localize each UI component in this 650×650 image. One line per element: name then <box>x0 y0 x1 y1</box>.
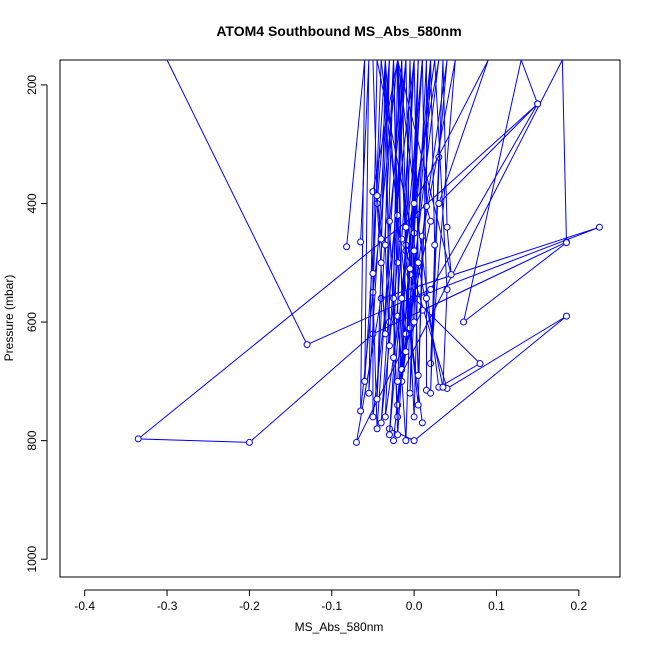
x-tick-label: -0.2 <box>239 599 260 613</box>
data-point <box>390 354 398 362</box>
data-point <box>398 294 406 302</box>
data-point <box>245 438 253 446</box>
data-point <box>381 413 389 421</box>
data-point <box>418 232 426 240</box>
data-point <box>406 265 414 273</box>
data-point <box>357 407 365 415</box>
data-point <box>343 243 351 251</box>
data-point <box>377 259 385 267</box>
y-tick-label: 200 <box>25 75 39 95</box>
data-point <box>443 223 451 231</box>
data-point <box>402 330 410 338</box>
series-line <box>372 60 567 394</box>
data-point <box>435 199 443 207</box>
data-point <box>427 389 435 397</box>
data-point <box>361 377 369 385</box>
data-point <box>394 259 402 267</box>
data-point <box>460 318 468 326</box>
data-point <box>394 377 402 385</box>
y-tick-label: 400 <box>25 193 39 213</box>
data-point <box>373 199 381 207</box>
data-point <box>414 371 422 379</box>
y-axis: 200 400 600 800 1000 <box>25 75 48 573</box>
data-point <box>373 425 381 433</box>
data-point <box>365 389 373 397</box>
x-tick-label: -0.1 <box>321 599 342 613</box>
data-point <box>427 217 435 225</box>
plot-area-border <box>59 59 621 578</box>
data-point <box>418 419 426 427</box>
data-point <box>377 235 385 243</box>
data-point <box>390 437 398 445</box>
data-point <box>595 223 603 231</box>
data-point <box>422 294 430 302</box>
data-point <box>381 241 389 249</box>
data-point <box>427 360 435 368</box>
data-point <box>394 211 402 219</box>
y-axis-label: Pressure (mbar) <box>2 275 16 362</box>
data-point <box>410 318 418 326</box>
data-point <box>414 401 422 409</box>
data-point <box>369 269 377 277</box>
data-point <box>410 247 418 255</box>
data-point <box>385 342 393 350</box>
x-axis: -0.4 -0.3 -0.2 -0.1 0.0 0.1 0.2 <box>74 589 587 613</box>
x-tick-label: -0.3 <box>157 599 178 613</box>
data-point <box>427 285 435 293</box>
data-point <box>410 413 418 421</box>
x-tick-label: 0.2 <box>570 599 587 613</box>
data-point <box>385 431 393 439</box>
data-point <box>562 239 570 247</box>
x-tick-label: 0.1 <box>488 599 505 613</box>
data-point <box>369 413 377 421</box>
series-layer <box>134 60 603 446</box>
data-point <box>352 438 360 446</box>
data-point <box>562 312 570 320</box>
data-point <box>398 235 406 243</box>
data-point <box>476 360 484 368</box>
data-point <box>303 341 311 349</box>
data-point <box>134 435 142 443</box>
data-point <box>373 192 381 200</box>
data-point <box>439 383 447 391</box>
data-point <box>414 259 422 267</box>
data-point <box>410 199 418 207</box>
data-point <box>377 419 385 427</box>
x-axis-label: MS_Abs_580nm <box>295 620 384 634</box>
data-point <box>373 395 381 403</box>
data-point <box>447 271 455 279</box>
data-point <box>357 238 365 246</box>
x-tick-label: 0.0 <box>406 599 423 613</box>
data-point <box>385 318 393 326</box>
data-point <box>394 431 402 439</box>
data-point <box>534 100 542 108</box>
x-tick-label: -0.4 <box>74 599 95 613</box>
data-point <box>402 223 410 231</box>
y-tick-label: 800 <box>25 430 39 450</box>
y-tick-label: 1000 <box>25 546 39 573</box>
y-tick-label: 600 <box>25 312 39 332</box>
data-point <box>431 241 439 249</box>
data-point <box>402 348 410 356</box>
data-point <box>410 437 418 445</box>
data-point <box>406 389 414 397</box>
chart-title: ATOM4 Southbound MS_Abs_580nm <box>216 23 461 39</box>
data-point <box>402 437 410 445</box>
data-point <box>390 294 398 302</box>
